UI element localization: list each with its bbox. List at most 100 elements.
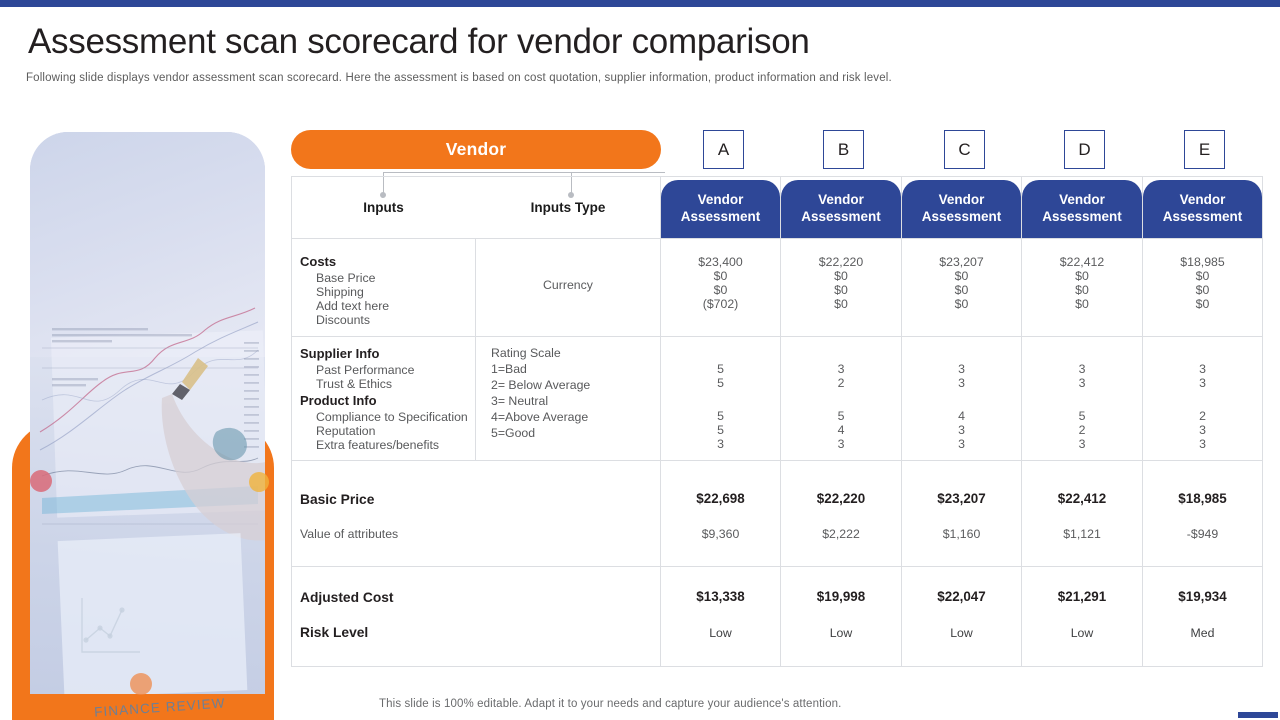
row-costs-a-v3: ($702)	[702, 297, 739, 311]
row-costs-group-label: Costs	[300, 254, 337, 269]
row-risk-level-a: Low	[709, 626, 732, 640]
row-risk-level-label: Risk Level	[300, 625, 369, 640]
row-adjusted-cost-c: $22,047	[937, 589, 986, 604]
row-rating-c-b2: 3	[958, 437, 965, 451]
bracket-tick-left	[383, 172, 384, 194]
row-rating-e-t0: 3	[1199, 362, 1206, 376]
row-rating-d-b1: 2	[1078, 423, 1086, 437]
grid-vendor-a-divider	[780, 176, 781, 666]
row-basic-price-b: $22,220	[816, 491, 866, 506]
bracket-tick-right	[571, 172, 572, 194]
rating-scale-5: 5=Good	[491, 426, 536, 440]
grid-row1-divider	[291, 336, 1263, 337]
vendor-assessment-line2-e: Assessment	[1162, 209, 1243, 224]
grid-inputs-divider	[475, 238, 476, 460]
decor-dot-orange	[130, 673, 152, 695]
row-costs-b-v3: $0	[834, 297, 848, 311]
row-risk-level-d: Low	[1070, 626, 1094, 640]
header-vendor-assessment-b: Vendor Assessment	[781, 180, 901, 238]
row-rating-d-t0: 3	[1078, 362, 1086, 376]
rating-scale-3: 3= Neutral	[491, 394, 549, 408]
row-product-item-extra-features: Extra features/benefits	[316, 438, 440, 452]
row-adjusted-cost-b: $19,998	[816, 589, 866, 604]
row-supplier-item-trust-ethics: Trust & Ethics	[316, 377, 393, 391]
decor-dot-red	[30, 470, 52, 492]
page-title: Assessment scan scorecard for vendor com…	[28, 22, 810, 61]
photo-chart-lines-icon	[39, 307, 265, 653]
row-costs-a-v1: $0	[713, 269, 728, 283]
row-rating-e-t1: 3	[1199, 376, 1206, 390]
grid-bottom-border	[291, 666, 1263, 667]
inputs-bracket-connector	[291, 172, 665, 198]
row-costs-b-v0: $22,220	[818, 255, 864, 269]
row-costs-a-v0: $23,400	[698, 255, 743, 269]
grid-row3-divider	[291, 566, 1263, 567]
row-costs-item-add-text: Add text here	[316, 299, 390, 313]
row-value-attributes-a: $9,360	[701, 527, 740, 541]
row-costs-c-v2: $0	[954, 283, 969, 297]
row-costs-c-v0: $23,207	[939, 255, 984, 269]
page-subtitle: Following slide displays vendor assessme…	[26, 72, 892, 84]
row-value-of-attributes-label: Value of attributes	[300, 527, 399, 541]
vendor-assessment-line1-e: Vendor	[1179, 192, 1226, 208]
vendor-assessment-line1-b: Vendor	[818, 192, 864, 208]
row-costs-e-v2: $0	[1195, 283, 1210, 297]
grid-vendor-b-divider	[901, 176, 902, 666]
row-costs-d-v0: $22,412	[1059, 255, 1105, 269]
header-inputs-type: Inputs Type	[530, 199, 606, 215]
row-costs-item-base-price: Base Price	[316, 271, 376, 285]
vendor-banner: Vendor	[291, 130, 661, 169]
header-vendor-assessment-a: Vendor Assessment	[661, 180, 780, 238]
row-costs-e-v0: $18,985	[1180, 255, 1225, 269]
row-risk-level-e: Med	[1190, 626, 1215, 640]
row-costs-e-v1: $0	[1195, 269, 1210, 283]
grid-vendor-c-divider	[1021, 176, 1022, 666]
row-supplier-item-past-performance: Past Performance	[316, 363, 415, 377]
row-rating-d-b2: 3	[1078, 437, 1086, 451]
row-costs-inputs-type: Currency	[543, 278, 593, 292]
row-product-item-compliance: Compliance to Specification	[316, 410, 468, 424]
row-value-attributes-c: $1,160	[942, 527, 981, 541]
row-supplier-group-label: Supplier Info	[300, 346, 380, 361]
row-costs-c-v1: $0	[954, 269, 969, 283]
row-rating-c-t1: 3	[958, 376, 965, 390]
grid-header-divider	[291, 238, 1263, 239]
row-rating-e-b2: 3	[1199, 437, 1206, 451]
row-costs-b-v2: $0	[834, 283, 848, 297]
row-value-attributes-b: $2,222	[822, 527, 860, 541]
vendor-assessment-line1-d: Vendor	[1059, 192, 1105, 208]
row-basic-price-e: $18,985	[1178, 491, 1227, 506]
grid-vendor-d-divider	[1142, 176, 1143, 666]
row-basic-price-d: $22,412	[1057, 491, 1107, 506]
row-rating-e-b1: 3	[1199, 423, 1206, 437]
vendor-letter-a: A	[703, 130, 744, 169]
photo-finance-card	[57, 532, 248, 694]
grid-row2-divider	[291, 460, 1263, 461]
header-vendor-assessment-d: Vendor Assessment	[1022, 180, 1142, 238]
decor-dot-yellow	[249, 472, 269, 492]
grid-right-border	[1262, 176, 1263, 666]
grid-top-border	[291, 176, 1263, 177]
rating-scale-title: Rating Scale	[491, 346, 561, 360]
bracket-dot-right	[568, 192, 574, 198]
image-panel: FINANCE REVIEW	[12, 132, 274, 720]
row-rating-e-b0: 2	[1199, 409, 1206, 423]
vendor-letter-c: C	[944, 130, 985, 169]
row-adjusted-cost-e: $19,934	[1178, 589, 1227, 604]
row-rating-b-b1: 4	[837, 423, 845, 437]
vendor-assessment-line2-b: Assessment	[801, 209, 881, 224]
row-adjusted-cost-a: $13,338	[696, 589, 745, 604]
row-costs-d-v3: $0	[1075, 297, 1089, 311]
bracket-dot-left	[380, 192, 386, 198]
row-basic-price-a: $22,698	[696, 491, 745, 506]
footer-note: This slide is 100% editable. Adapt it to…	[379, 698, 842, 710]
row-value-attributes-e: -$949	[1186, 527, 1219, 541]
row-rating-c-t0: 3	[958, 362, 965, 376]
row-rating-c-b0: 4	[958, 409, 965, 423]
row-adjusted-cost-label: Adjusted Cost	[300, 590, 394, 605]
row-rating-a-b2: 3	[717, 437, 724, 451]
vendor-letter-b: B	[823, 130, 864, 169]
vendor-assessment-line2-a: Assessment	[680, 209, 761, 224]
row-risk-level-b: Low	[829, 626, 853, 640]
